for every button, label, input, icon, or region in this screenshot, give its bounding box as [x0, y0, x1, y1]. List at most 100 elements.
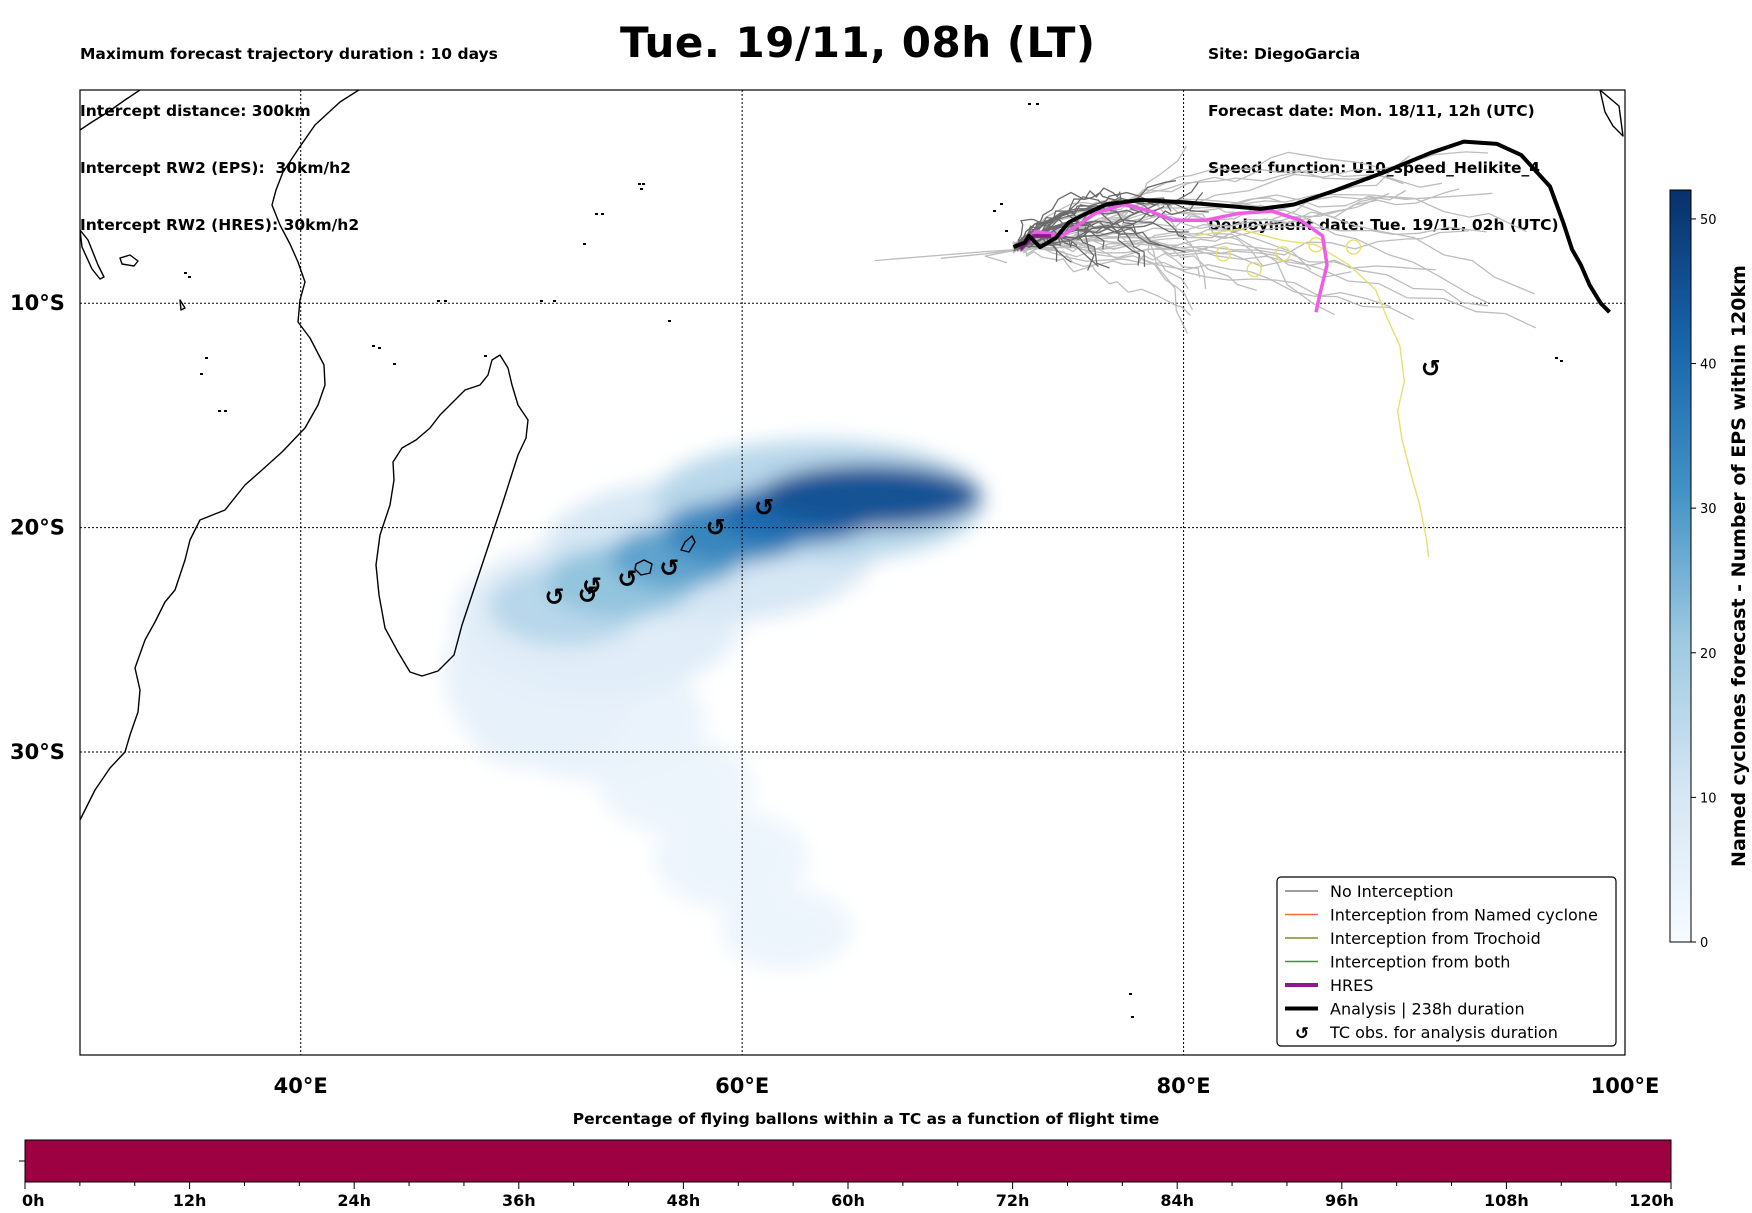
reunion-island [634, 559, 653, 576]
africa-coastline [80, 90, 361, 821]
trochoid-track [1194, 228, 1430, 557]
trochoid-loop [1275, 246, 1291, 262]
island-speck [642, 183, 645, 185]
site-line: Site: DiegoGarcia [1208, 45, 1361, 63]
eps-faint-track [1021, 238, 1352, 279]
flight-bar-tick-label: 96h [1325, 1191, 1359, 1210]
density-patch [720, 888, 853, 970]
legend-label: Interception from both [1330, 953, 1510, 972]
param-line: Maximum forecast trajectory duration : 1… [80, 45, 498, 63]
lon-label: 40°E [274, 1074, 328, 1098]
lon-label: 100°E [1591, 1074, 1660, 1098]
analysis-trajectory [1012, 139, 1611, 314]
trochoid-loop [1345, 239, 1362, 255]
flight-bar-tick-label: 72h [996, 1191, 1030, 1210]
map-axis-labels: 40°E 60°E 80°E 100°E 10°S 20°S 30°S [10, 291, 1659, 1098]
eps-faint-track [1012, 242, 1192, 316]
island-speck [993, 210, 996, 212]
parameters-block: Maximum forecast trajectory duration : 1… [80, 7, 498, 254]
madagascar-coastline [375, 354, 529, 677]
island-speck [583, 243, 586, 245]
small-islands [184, 103, 1563, 1018]
island-speck [205, 357, 208, 359]
eps-track [1017, 191, 1204, 248]
mauritius-island [680, 535, 696, 553]
socotra-island [80, 229, 105, 280]
map-frame [79, 89, 1626, 1056]
island-speck [200, 373, 203, 375]
page-title: Tue. 19/11, 08h (LT) [620, 18, 1096, 67]
legend-label: TC obs. for analysis duration [1329, 1023, 1558, 1042]
colorbar-tick-label: 50 [1700, 213, 1717, 228]
island-speck [668, 320, 671, 322]
flight-bar-tick-label: 24h [337, 1191, 371, 1210]
analysis-track [1012, 139, 1611, 314]
island-speck [1000, 203, 1003, 205]
trochoid-loop [1246, 261, 1262, 278]
density-patch [759, 464, 981, 528]
eps-faint-track [1019, 155, 1410, 253]
density-colorbar: 0 10 20 30 40 50 Named cyclones forecast - Nu… [1669, 189, 1750, 951]
flight-bar-fill [25, 1140, 1671, 1182]
island-speck [1028, 103, 1031, 105]
param-line: Intercept distance: 300km [80, 102, 311, 120]
param-line: Intercept RW2 (EPS): 30km/h2 [80, 159, 351, 177]
legend-label: Interception from Trochoid [1330, 929, 1541, 948]
island-speck [1129, 993, 1132, 995]
island-speck [393, 363, 396, 365]
tc-obs-icon: ↺ [544, 583, 564, 611]
island-speck [444, 300, 447, 302]
forecast-date-line: Forecast date: Mon. 18/11, 12h (UTC) [1208, 102, 1535, 120]
island-speck [1131, 1016, 1134, 1018]
island-speck [484, 355, 487, 357]
island-speck [437, 300, 440, 302]
trochoid-trajectory [1194, 228, 1430, 557]
colorbar-tick-label: 10 [1700, 791, 1717, 806]
legend-label: No Interception [1330, 882, 1454, 901]
island-speck [1555, 357, 1558, 359]
colorbar-tick-label: 40 [1700, 358, 1717, 373]
flight-bar-tick-label: 60h [831, 1191, 865, 1210]
island-speck [224, 410, 227, 412]
seychelles-island [179, 299, 186, 311]
island-speck [638, 183, 641, 185]
flight-time-bar: Percentage of flying ballons within a TC… [19, 1110, 1674, 1210]
island-speck [218, 410, 221, 412]
island-speck [372, 345, 375, 347]
legend-tc-icon: ↺ [1295, 1024, 1309, 1044]
hres-trajectory [1018, 202, 1329, 313]
legend-box [1276, 876, 1617, 1047]
legend-label: Interception from Named cyclone [1330, 906, 1598, 925]
flight-bar-tick-label: 36h [502, 1191, 536, 1210]
island-speck [540, 300, 543, 302]
tc-obs-icon: ↺ [659, 554, 679, 582]
trochoid-loop [1215, 246, 1232, 262]
legend-label: HRES [1330, 976, 1373, 995]
eps-faint-track [1014, 192, 1390, 253]
island-speck [640, 188, 643, 190]
lat-label: 20°S [10, 516, 65, 540]
site-info-block: Site: DiegoGarcia Forecast date: Mon. 18… [1208, 7, 1559, 254]
density-field [444, 440, 985, 970]
colorbar-label: Named cyclones forecast - Number of EPS … [1728, 265, 1750, 867]
island-speck [378, 347, 381, 349]
comoros-island [119, 254, 139, 267]
island-speck [601, 213, 604, 215]
density-patch [653, 810, 809, 910]
flight-bar-tick-label: 108h [1484, 1191, 1529, 1210]
island-speck [188, 276, 191, 278]
lat-label: 30°S [10, 740, 65, 764]
colorbar-gradient [1669, 189, 1692, 943]
tc-obs-icon: ↺ [617, 565, 637, 593]
island-speck [1036, 103, 1039, 105]
flight-bar-title: Percentage of flying ballons within a TC… [573, 1110, 1160, 1128]
tc-obs-icon: ↺ [578, 581, 598, 609]
flight-bar-tick-label: 12h [173, 1191, 207, 1210]
eps-faint-track [1015, 244, 1392, 308]
colorbar-tick-label: 30 [1700, 502, 1717, 517]
flight-bar-tick-label: 0h [22, 1191, 45, 1210]
lon-label: 60°E [715, 1074, 769, 1098]
eps-faint-track [1012, 192, 1493, 249]
map-area: ↺ ↺↺ ↺ ↺↺↺↺ [80, 90, 1625, 1055]
